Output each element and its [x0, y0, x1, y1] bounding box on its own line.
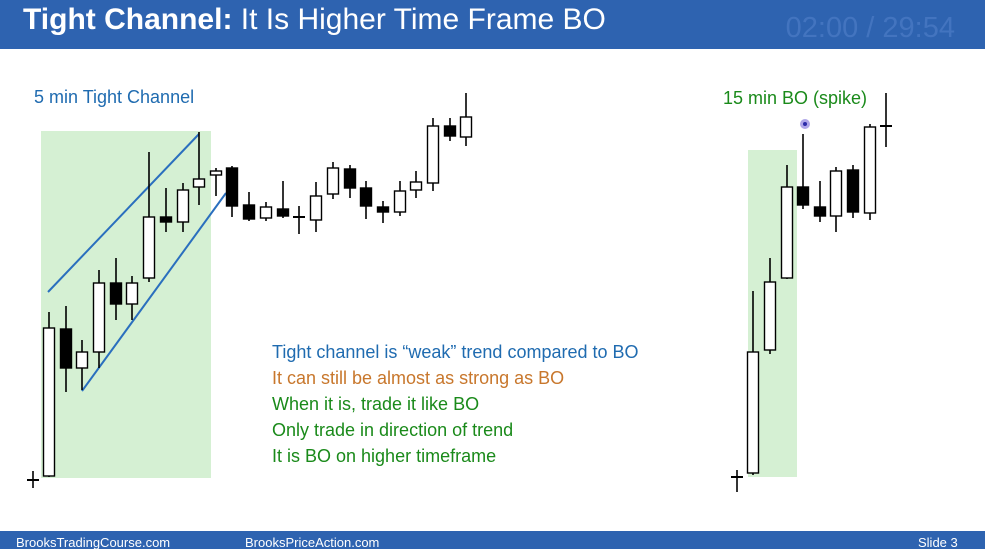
- channel-lower-line: [81, 192, 227, 392]
- candle-body-bear: [443, 125, 457, 137]
- candle-body-bull: [125, 282, 139, 305]
- candlestick: [409, 171, 423, 198]
- candle-body-bull: [92, 282, 106, 353]
- candlestick: [27, 471, 39, 488]
- footer-left-link[interactable]: BrooksTradingCourse.com: [16, 535, 171, 550]
- title-bar: Tight Channel: It Is Higher Time Frame B…: [0, 0, 985, 49]
- candle-body-bull: [409, 181, 423, 191]
- slide-number: Slide 3: [918, 535, 958, 550]
- slide-title: Tight Channel: It Is Higher Time Frame B…: [23, 3, 606, 37]
- left-chart-label: 5 min Tight Channel: [34, 87, 195, 107]
- candle-body-bear: [109, 282, 123, 305]
- candlestick: [276, 181, 290, 218]
- candlestick: [829, 167, 843, 232]
- candle-body-bull: [42, 327, 56, 477]
- candlestick: [159, 188, 173, 232]
- bullet-item: Tight channel is “weak” trend compared t…: [272, 342, 639, 362]
- candle-body-bull: [393, 190, 407, 213]
- candlestick: [259, 202, 273, 221]
- candlestick: [863, 124, 877, 220]
- candle-body-bull: [863, 126, 877, 214]
- candle-body-bull: [763, 281, 777, 351]
- candlestick: [293, 206, 305, 234]
- candlestick: [393, 181, 407, 216]
- candlestick: [343, 165, 357, 198]
- candle-body-bear: [343, 168, 357, 189]
- title-rest: It Is Higher Time Frame BO: [232, 3, 606, 36]
- candlestick: [109, 258, 123, 320]
- candle-body-bear: [376, 206, 390, 213]
- candlestick: [142, 152, 156, 282]
- pointer-dot-center: [803, 122, 807, 126]
- candlestick: [731, 470, 743, 492]
- candlestick: [326, 162, 340, 199]
- candle-body-bull: [780, 186, 794, 279]
- candlestick: [176, 183, 190, 232]
- candle-body-bull: [176, 189, 190, 223]
- candlestick: [92, 270, 106, 368]
- candlestick: [880, 93, 892, 147]
- candle-body-bull: [426, 125, 440, 184]
- candlestick: [780, 165, 794, 279]
- candlestick: [746, 291, 760, 475]
- candle-body-bear: [242, 204, 256, 220]
- candle-body-bear: [225, 167, 239, 207]
- candle-body-bull: [326, 167, 340, 195]
- candle-body-bull: [459, 116, 473, 138]
- candle-body-bear: [59, 328, 73, 369]
- candlestick: [42, 312, 56, 477]
- candle-body-bull: [259, 206, 273, 219]
- candlestick: [813, 181, 827, 222]
- candlestick: [192, 132, 206, 205]
- candle-body-bull: [209, 170, 223, 176]
- candlestick: [359, 181, 373, 219]
- bullet-item: When it is, trade it like BO: [272, 394, 480, 414]
- candle-body-bear: [796, 186, 810, 206]
- candlestick: [763, 258, 777, 354]
- candle-body-bull: [309, 195, 323, 221]
- candle-body-bull: [829, 170, 843, 217]
- candle-body-bear: [359, 187, 373, 207]
- candle-body-bear: [813, 206, 827, 217]
- candlestick: [376, 201, 390, 223]
- candle-body-bear: [276, 208, 290, 217]
- footer-center-link[interactable]: BrooksPriceAction.com: [245, 535, 380, 550]
- bullet-item: Only trade in direction of trend: [272, 420, 514, 440]
- candlestick: [225, 166, 239, 217]
- candlestick: [426, 118, 440, 191]
- bullet-item: It is BO on higher timeframe: [272, 446, 497, 466]
- candlestick: [443, 118, 457, 141]
- channel-upper-line: [47, 133, 200, 293]
- candlestick: [125, 276, 139, 320]
- candlestick: [846, 165, 860, 218]
- candle-body-bear: [159, 216, 173, 223]
- title-bold: Tight Channel:: [23, 3, 233, 36]
- candle-body-bull: [192, 178, 206, 188]
- candle-body-bear: [846, 169, 860, 213]
- right-chart-label: 15 min BO (spike): [723, 88, 868, 108]
- candle-body-bull: [142, 216, 156, 279]
- candlestick: [209, 168, 223, 196]
- video-timer: 02:00 / 29:54: [785, 12, 955, 44]
- footer-bar: BrooksTradingCourse.com BrooksPriceActio…: [0, 531, 985, 550]
- candle-body-bull: [75, 351, 89, 369]
- bullet-list: Tight channel is “weak” trend compared t…: [272, 339, 639, 469]
- bullet-item: It can still be almost as strong as BO: [272, 368, 565, 388]
- candlestick: [459, 93, 473, 146]
- candlestick: [75, 340, 89, 390]
- candlestick: [309, 182, 323, 232]
- candle-body-bull: [746, 351, 760, 474]
- candlestick: [242, 192, 256, 221]
- candlestick: [796, 134, 810, 209]
- candlestick: [59, 306, 73, 392]
